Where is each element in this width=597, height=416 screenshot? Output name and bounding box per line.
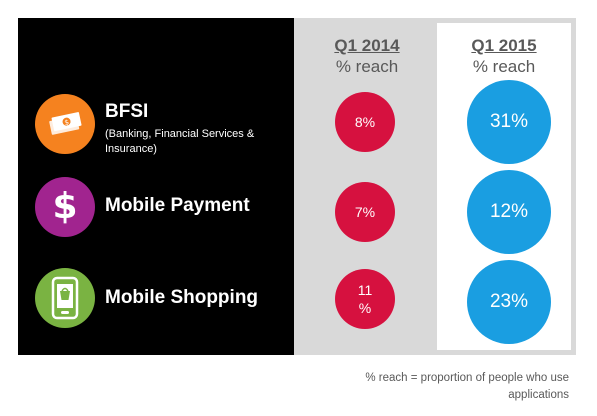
bubble-bfsi-q1-2015: 31% <box>467 80 551 164</box>
row-label-bfsi: BFSI <box>105 101 149 122</box>
value-bfsi-q1-2014: 8% <box>354 114 376 130</box>
bubble-mobile-shopping-q1-2015: 23% <box>467 260 551 344</box>
row-sublabel-bfsi: (Banking, Financial Services & Insurance… <box>105 128 255 155</box>
q1-2014-unit: % reach <box>335 57 399 76</box>
row-label-mobile-shopping: Mobile Shopping <box>105 287 259 308</box>
bubble-mobile-payment-q1-2014: 7% <box>335 182 395 242</box>
value-mobile-payment-q1-2014: 7% <box>354 204 376 220</box>
q1-2014-period: Q1 2014 <box>334 36 400 55</box>
row-label-mobile-payment: Mobile Payment <box>105 195 250 216</box>
dollar-icon: $ <box>35 177 95 237</box>
value-bfsi-q1-2015: 31% <box>489 111 529 132</box>
q1-2015-period: Q1 2015 <box>471 36 537 55</box>
q1-2014-header: Q1 2014 % reach <box>297 36 437 78</box>
bubble-mobile-shopping-q1-2014: 11 % <box>335 269 395 329</box>
shopping-phone-icon <box>35 268 95 328</box>
bubble-bfsi-q1-2014: 8% <box>335 92 395 152</box>
money-icon: $ <box>35 94 95 154</box>
footnote: % reach = proportion of people who use a… <box>365 372 569 401</box>
value-mobile-shopping-q1-2014: 11 % <box>357 282 373 316</box>
svg-text:$: $ <box>64 118 70 127</box>
value-mobile-payment-q1-2015: 12% <box>489 201 529 222</box>
value-mobile-shopping-q1-2015: 23% <box>489 291 529 312</box>
q1-2015-header: Q1 2015 % reach <box>434 36 574 78</box>
q1-2015-unit: % reach <box>472 57 536 76</box>
bubble-mobile-payment-q1-2015: 12% <box>467 170 551 254</box>
